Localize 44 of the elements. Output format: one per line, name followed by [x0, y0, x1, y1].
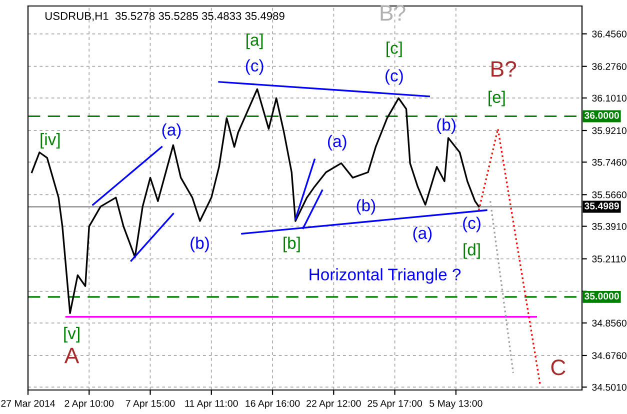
annotation: [a]	[246, 34, 263, 50]
annotation: (a)	[328, 134, 346, 150]
annotation: A	[64, 348, 80, 364]
annotation: [iv]	[40, 133, 60, 149]
annotation: [c]	[386, 42, 402, 58]
x-tick-label: 22 Apr 12:00	[306, 400, 361, 409]
annotation: (a)	[162, 123, 181, 139]
y-tick-label: 35.2110	[592, 256, 626, 262]
annotation: [b]	[284, 236, 300, 252]
ref-line-label: 35.4989	[584, 202, 619, 210]
y-tick-label: 35.9210	[592, 127, 626, 134]
annotation: [v]	[64, 326, 80, 342]
y-tick-label: 35.7460	[592, 158, 626, 166]
y-tick-label: 34.8560	[592, 320, 626, 327]
x-tick-label: 16 Apr 16:00	[246, 400, 300, 409]
annotation: Horizontal Triangle ?	[310, 268, 461, 284]
y-tick-label: 35.3910	[592, 223, 626, 230]
x-tick-label: 7 Apr 15:00	[126, 400, 175, 409]
annotation: C	[551, 359, 566, 376]
annotation: (b)	[190, 236, 209, 252]
y-tick-label: 34.6760	[592, 352, 626, 360]
y-tick-label: 36.4560	[592, 30, 626, 38]
y-tick-label: 36.2760	[592, 63, 626, 70]
annotation: (c)	[386, 69, 403, 85]
y-tick-label: 36.1010	[592, 94, 626, 102]
annotation: (b)	[437, 118, 456, 134]
chart-title: USDRUB,H1 35.5278 35.5285 35.4833 35.4989	[45, 12, 284, 22]
annotation: (a)	[413, 226, 432, 242]
x-tick-label: 2 Apr 10:00	[64, 400, 114, 409]
x-tick-label: 5 May 13:00	[430, 400, 482, 409]
annotation: [e]	[488, 90, 505, 106]
ref-line-label: 36.0000	[584, 112, 619, 119]
annotation: [d]	[464, 243, 480, 259]
annotation: B?	[492, 61, 516, 77]
y-tick-label: 34.5010	[592, 384, 626, 391]
annotation: B?	[380, 5, 406, 21]
x-tick-label: 11 Apr 11:00	[185, 400, 238, 409]
annotation: (c)	[463, 216, 480, 232]
x-tick-label: 25 Apr 17:00	[368, 400, 422, 409]
annotation: (b)	[356, 199, 376, 215]
y-tick-label: 35.5660	[592, 191, 626, 198]
annotation: (c)	[246, 59, 264, 75]
x-tick-label: 27 Mar 2014	[1, 400, 56, 407]
ref-line-label: 35.0000	[584, 292, 619, 300]
